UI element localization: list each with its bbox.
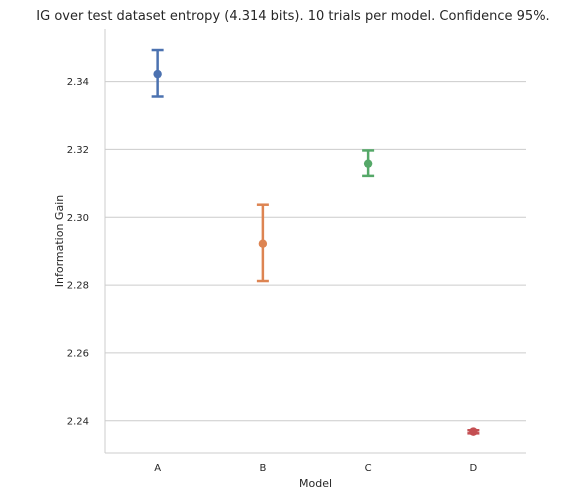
x-tick-label: A [154,463,161,474]
axes [104,29,526,454]
x-axis-label: Model [299,477,332,490]
y-tick-label: 2.30 [67,213,89,224]
series-marks [151,48,480,436]
y-tick-label: 2.24 [67,416,89,427]
data-point [153,69,162,79]
x-tick-labels: A B C D [154,463,477,474]
y-tick-label: 2.32 [67,145,89,156]
x-tick-label: C [365,463,372,474]
grid-lines [105,81,526,422]
y-tick-label: 2.26 [67,348,89,359]
data-point [363,159,373,168]
y-tick-label: 2.28 [67,281,89,292]
x-tick-label: D [470,463,478,474]
chart-title: IG over test dataset entropy (4.314 bits… [36,9,549,24]
data-point [469,427,478,436]
y-axis-label: Information Gain [53,195,66,287]
y-tick-labels: 2.24 2.26 2.28 2.30 2.32 2.34 [67,77,89,427]
x-tick-label: B [259,463,266,474]
y-tick-label: 2.34 [67,77,89,88]
data-point [258,239,268,248]
